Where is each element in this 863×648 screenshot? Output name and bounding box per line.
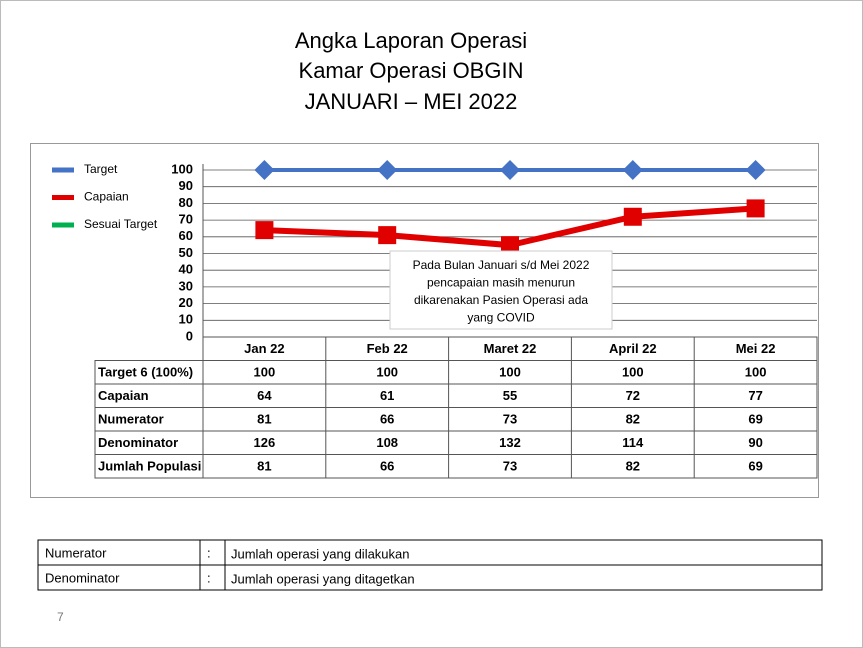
table-cell: 66 xyxy=(380,459,394,474)
table-cell: 82 xyxy=(626,459,640,474)
marker xyxy=(500,160,520,180)
marker xyxy=(501,236,519,255)
x-tick-label: Maret 22 xyxy=(484,341,537,356)
y-tick-label: 90 xyxy=(179,178,193,193)
definition-term: Numerator xyxy=(45,545,107,560)
definition-sep: : xyxy=(207,570,211,585)
table-cell: 100 xyxy=(745,365,767,380)
y-tick-label: 100 xyxy=(171,161,193,176)
definition-text: Jumlah operasi yang dilakukan xyxy=(231,546,410,561)
y-tick-label: 50 xyxy=(179,245,193,260)
table-cell: 73 xyxy=(503,412,517,427)
table-row-label: Capaian xyxy=(98,388,149,403)
table-row-label: Jumlah Populasi xyxy=(98,459,201,474)
table-cell: 61 xyxy=(380,388,394,403)
table-cell: 132 xyxy=(499,435,521,450)
y-tick-label: 0 xyxy=(186,328,193,343)
table-cell: 100 xyxy=(622,365,644,380)
annotation-line: Pada Bulan Januari s/d Mei 2022 xyxy=(413,258,590,272)
table-cell: 81 xyxy=(257,412,271,427)
table-cell: 100 xyxy=(376,365,398,380)
definition-sep: : xyxy=(207,545,211,560)
table-cell: 72 xyxy=(626,388,640,403)
legend-label: Capaian xyxy=(84,190,129,204)
y-tick-label: 40 xyxy=(179,262,193,277)
table-cell: 64 xyxy=(257,388,272,403)
table-row-label: Numerator xyxy=(98,412,164,427)
y-tick-label: 60 xyxy=(179,228,193,243)
x-tick-label: Mei 22 xyxy=(736,341,776,356)
marker xyxy=(745,160,766,180)
annotation-box xyxy=(389,250,613,330)
annotation-line: pencapaian masih menurun xyxy=(427,276,575,290)
table-cell: 100 xyxy=(254,365,276,380)
y-tick-label: 20 xyxy=(179,295,193,310)
legend-label: Target xyxy=(84,162,118,176)
table-cell: 114 xyxy=(622,435,644,450)
y-tick-label: 70 xyxy=(179,212,193,227)
table-cell: 126 xyxy=(254,435,276,450)
title-line: Kamar Operasi OBGIN xyxy=(299,58,524,83)
table-cell: 55 xyxy=(503,388,517,403)
marker xyxy=(622,160,643,180)
table-cell: 66 xyxy=(380,412,394,427)
table-row-label: Denominator xyxy=(98,435,178,450)
x-tick-label: Feb 22 xyxy=(367,341,408,356)
marker xyxy=(378,226,397,245)
x-tick-label: Jan 22 xyxy=(244,341,284,356)
table-row-label: Target 6 (100%) xyxy=(98,365,193,380)
x-tick-label: April 22 xyxy=(609,341,657,356)
definition-term: Denominator xyxy=(45,570,120,585)
y-tick-label: 30 xyxy=(179,278,193,293)
table-cell: 108 xyxy=(376,435,398,450)
table-border xyxy=(94,360,818,479)
table-cell: 100 xyxy=(499,365,521,380)
annotation-line: yang COVID xyxy=(467,311,535,325)
definition-text: Jumlah operasi yang ditagetkan xyxy=(231,571,415,586)
table-cell: 77 xyxy=(748,388,762,403)
annotation-line: dikarenakan Pasien Operasi ada xyxy=(414,293,588,307)
title-line: JANUARI – MEI 2022 xyxy=(305,89,518,114)
table-cell: 69 xyxy=(748,412,762,427)
table-cell: 82 xyxy=(626,412,640,427)
table-cell: 81 xyxy=(257,459,271,474)
marker xyxy=(746,199,765,218)
legend-label: Sesuai Target xyxy=(84,217,158,231)
marker xyxy=(255,221,274,240)
page-number: 7 xyxy=(57,610,64,624)
table-cell: 69 xyxy=(748,459,762,474)
chart-frame xyxy=(30,143,819,498)
title-line: Angka Laporan Operasi xyxy=(295,28,527,53)
marker xyxy=(377,160,398,180)
y-tick-label: 80 xyxy=(179,195,193,210)
marker xyxy=(623,207,642,226)
table-cell: 73 xyxy=(503,459,517,474)
y-tick-label: 10 xyxy=(179,312,193,327)
marker xyxy=(254,160,275,180)
table-cell: 90 xyxy=(748,435,762,450)
